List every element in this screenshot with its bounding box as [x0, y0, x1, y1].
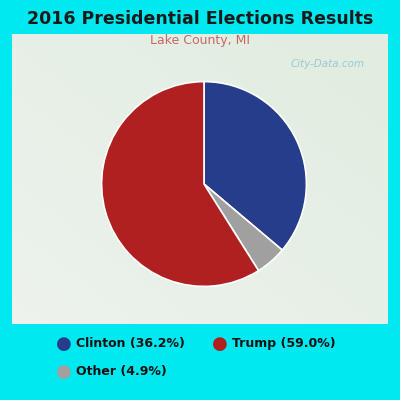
- Wedge shape: [204, 184, 282, 271]
- Text: ●: ●: [212, 335, 228, 353]
- Text: Lake County, MI: Lake County, MI: [150, 34, 250, 47]
- Text: ●: ●: [56, 335, 72, 353]
- Wedge shape: [102, 82, 258, 286]
- Text: Clinton (36.2%): Clinton (36.2%): [76, 338, 185, 350]
- Text: Other (4.9%): Other (4.9%): [76, 366, 167, 378]
- Text: 2016 Presidential Elections Results: 2016 Presidential Elections Results: [27, 10, 373, 28]
- Text: City-Data.com: City-Data.com: [291, 59, 365, 69]
- Text: Trump (59.0%): Trump (59.0%): [232, 338, 336, 350]
- Text: ●: ●: [56, 363, 72, 381]
- Wedge shape: [204, 82, 306, 250]
